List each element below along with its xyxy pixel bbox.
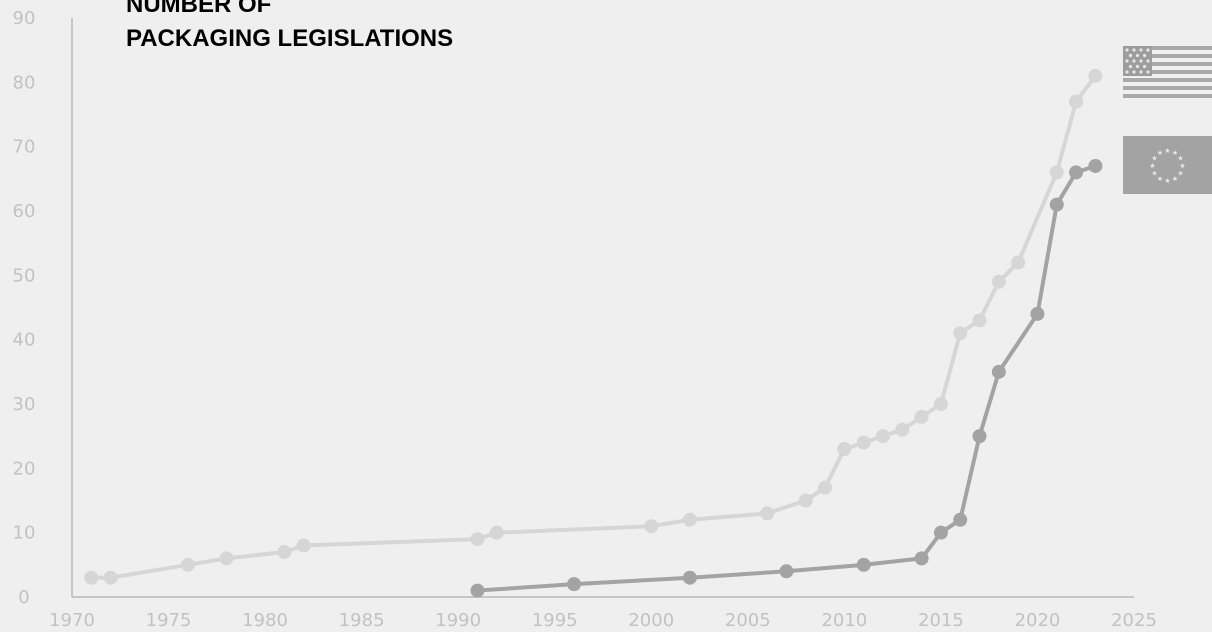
y-tick-label: 80 (13, 72, 36, 93)
us-data-point (180, 557, 195, 572)
chart-title: NUMBER OF PACKAGING LEGISLATIONS (126, 0, 453, 56)
eu-star-icon: ★ (1177, 155, 1183, 163)
y-tick-label: 50 (13, 265, 36, 286)
x-tick-label: 2005 (725, 610, 771, 631)
x-tick-label: 2000 (628, 610, 674, 631)
us-data-point (1011, 255, 1026, 270)
eu-star-icon: ★ (1179, 162, 1185, 170)
us-data-point (103, 570, 118, 585)
us-data-point (1069, 94, 1084, 109)
x-tick-label: 1990 (435, 610, 481, 631)
us-data-point (953, 326, 968, 341)
y-tick-label: 70 (13, 137, 36, 158)
y-tick-label: 10 (13, 523, 36, 544)
eu-star-icon: ★ (1151, 155, 1157, 163)
us-data-point (818, 480, 833, 495)
eu-data-point (1030, 306, 1045, 321)
eu-star-icon: ★ (1157, 175, 1163, 183)
us-data-point (933, 397, 948, 411)
us-data-point (856, 435, 871, 450)
x-tick-label: 1970 (49, 610, 95, 631)
eu-data-point (470, 583, 485, 598)
us-data-point (972, 313, 987, 328)
eu-data-point (1088, 158, 1103, 173)
us-data-point (875, 429, 890, 444)
us-data-point (296, 538, 311, 553)
eu-data-point (856, 557, 871, 572)
eu-data-point (682, 570, 697, 585)
us-data-point (1049, 165, 1064, 180)
us-flag-icon (1123, 46, 1212, 102)
us-data-point (837, 442, 852, 457)
eu-flag-icon: ★★★★★★★★★ ★ ★★ (1123, 136, 1212, 194)
y-tick-label: 90 (13, 8, 36, 29)
us-data-point (219, 551, 234, 566)
x-tick-label: 1975 (146, 610, 192, 631)
eu-data-point (953, 512, 968, 527)
eu-star-icon: ★ (1151, 170, 1157, 178)
y-tick-label: 0 (18, 587, 29, 608)
y-tick-label: 40 (13, 330, 36, 351)
chart-title-line-1: NUMBER OF (126, 0, 272, 18)
eu-star-icon: ★ (1172, 149, 1178, 157)
us-data-point (914, 409, 929, 424)
x-tick-label: 1980 (242, 610, 288, 631)
us-series-line (89, 73, 1098, 580)
us-data-point (760, 506, 775, 521)
eu-data-point (567, 577, 582, 592)
x-tick-label: 1985 (339, 610, 385, 631)
eu-star-icon: ★ (1164, 177, 1170, 185)
us-data-point (798, 493, 813, 508)
x-tick-label: 2020 (1015, 610, 1061, 631)
us-data-point (277, 544, 292, 559)
y-tick-label: 20 (13, 458, 36, 479)
us-data-point (489, 525, 504, 540)
eu-data-point (933, 525, 948, 540)
eu-star-icon: ★ (1177, 170, 1183, 178)
x-tick-label: 2015 (918, 610, 964, 631)
us-data-point (1088, 68, 1103, 83)
eu-data-point (991, 364, 1006, 379)
eu-data-point (914, 551, 929, 566)
us-data-point (644, 519, 659, 534)
eu-data-point (972, 429, 987, 444)
eu-star-icon: ★ (1164, 147, 1170, 155)
us-data-point (682, 512, 697, 527)
eu-data-point (1049, 197, 1064, 212)
y-tick-label: 60 (13, 201, 36, 222)
x-tick-label: 2025 (1111, 610, 1157, 631)
us-data-point (895, 422, 910, 437)
y-tick-label: 30 (13, 394, 36, 415)
eu-series-line (475, 163, 1098, 593)
eu-data-point (779, 564, 794, 579)
eu-star-icon: ★ (1149, 162, 1155, 170)
eu-data-point (1069, 165, 1084, 180)
x-tick-label: 2010 (821, 610, 867, 631)
eu-star-icon: ★ (1157, 149, 1163, 157)
us-data-point (470, 532, 485, 547)
us-data-point (84, 570, 99, 585)
x-tick-label: 1995 (532, 610, 578, 631)
chart-title-line-2: PACKAGING LEGISLATIONS (126, 25, 454, 52)
eu-star-icon: ★ (1172, 175, 1178, 183)
us-data-point (991, 274, 1006, 289)
